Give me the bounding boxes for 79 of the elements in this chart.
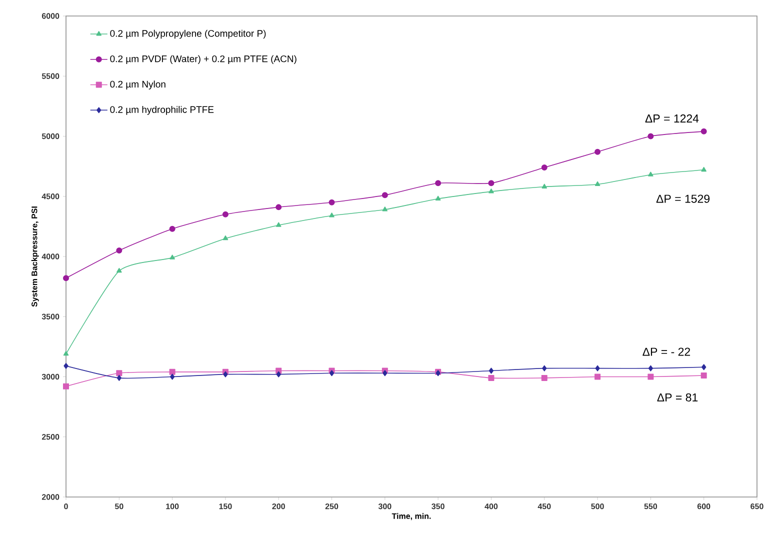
- x-tick-label: 350: [432, 504, 444, 510]
- y-tick-label: 2000: [42, 494, 60, 500]
- point: [382, 206, 388, 212]
- y-tick-label: 3000: [42, 374, 60, 380]
- point: [223, 371, 228, 378]
- point: [701, 364, 706, 370]
- point: [488, 188, 494, 194]
- point: [382, 370, 388, 376]
- point: [648, 374, 654, 380]
- y-tick-label: 3500: [42, 314, 60, 320]
- point: [64, 362, 68, 369]
- point: [648, 172, 654, 176]
- point: [276, 204, 282, 210]
- x-tick-label: 450: [538, 504, 551, 510]
- annotation: ΔP = 81: [657, 393, 698, 402]
- point: [329, 212, 334, 218]
- point: [328, 199, 335, 206]
- point: [170, 254, 175, 260]
- x-tick-label: 300: [378, 504, 392, 510]
- point: [594, 181, 600, 186]
- point: [648, 133, 654, 140]
- point: [276, 222, 282, 227]
- annotation: ΔP = 1529: [656, 194, 710, 203]
- point: [63, 383, 70, 390]
- x-tick-label: 50: [114, 504, 124, 510]
- legend-label: 0.2 µm PVDF (Water) + 0.2 µm PTFE (ACN): [110, 55, 296, 64]
- point: [382, 192, 388, 198]
- point: [594, 374, 601, 380]
- y-tick-label: 4000: [42, 254, 60, 260]
- point: [595, 365, 600, 372]
- point: [116, 268, 122, 273]
- y-tick-label: 6000: [42, 13, 60, 19]
- point: [222, 211, 228, 218]
- x-tick-label: 400: [484, 504, 498, 510]
- point: [700, 128, 707, 134]
- point: [594, 148, 601, 155]
- point: [63, 275, 70, 282]
- legend-label: 0.2 µm Polypropylene (Competitor P): [110, 30, 266, 39]
- point: [116, 247, 122, 254]
- annotation: ΔP = - 22: [642, 348, 690, 356]
- x-tick-label: 200: [272, 504, 285, 510]
- point: [488, 180, 494, 186]
- legend-label: 0.2 µm Nylon: [110, 80, 166, 90]
- point: [170, 374, 175, 380]
- annotation: ΔP = 1224: [645, 114, 699, 122]
- point: [542, 365, 547, 372]
- point: [541, 164, 548, 171]
- x-tick-label: 100: [166, 504, 179, 510]
- point: [116, 374, 122, 381]
- point: [488, 374, 494, 381]
- y-tick-label: 2500: [42, 434, 60, 440]
- point: [542, 184, 548, 188]
- y-tick-label: 5500: [42, 73, 60, 79]
- point: [116, 370, 122, 376]
- point: [276, 371, 281, 378]
- point: [488, 368, 494, 374]
- point: [435, 180, 442, 186]
- y-axis-title: System Backpressure, PSI: [31, 206, 39, 307]
- x-tick-label: 550: [644, 504, 658, 510]
- x-tick-label: 650: [750, 504, 764, 510]
- point: [169, 226, 176, 232]
- y-tick-label: 4500: [42, 194, 60, 200]
- x-tick-label: 0: [64, 504, 68, 510]
- point: [222, 235, 228, 240]
- point: [435, 196, 441, 200]
- x-axis-title: Time, min.: [392, 513, 431, 520]
- point: [648, 365, 654, 372]
- x-tick-label: 500: [591, 504, 604, 510]
- point: [329, 370, 334, 376]
- y-tick-label: 5000: [42, 133, 60, 140]
- point: [541, 374, 548, 381]
- x-tick-label: 150: [219, 504, 232, 510]
- x-tick-label: 250: [325, 504, 338, 510]
- point: [701, 166, 706, 172]
- x-tick-label: 600: [697, 504, 710, 510]
- legend-label: 0.2 µm hydrophilic PTFE: [110, 106, 214, 115]
- point: [169, 368, 176, 375]
- point: [63, 350, 69, 356]
- point: [700, 372, 707, 379]
